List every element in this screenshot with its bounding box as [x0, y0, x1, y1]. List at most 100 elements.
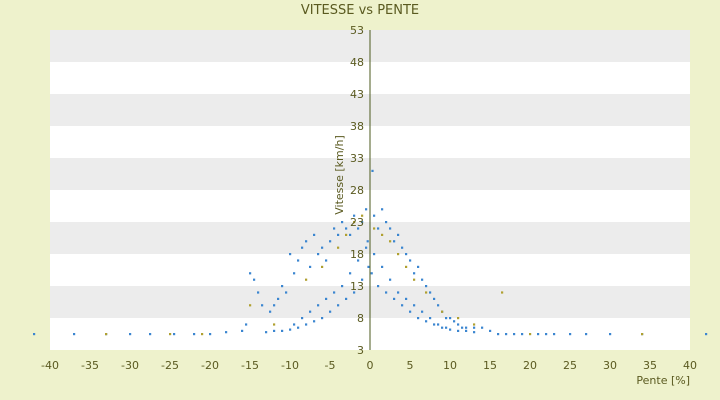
data-point	[361, 221, 364, 224]
data-point	[465, 329, 468, 332]
data-point	[473, 323, 476, 326]
data-point	[417, 317, 420, 320]
data-point	[225, 331, 228, 334]
data-point	[281, 329, 284, 332]
data-point	[349, 272, 352, 275]
data-point	[261, 304, 264, 307]
data-point	[401, 304, 404, 307]
data-point	[309, 265, 312, 268]
x-tick-label: -10	[281, 359, 299, 372]
data-point	[370, 272, 373, 275]
data-point	[457, 317, 460, 320]
data-point	[285, 291, 288, 294]
data-point	[421, 310, 424, 313]
x-tick-label: 15	[483, 359, 497, 372]
data-point	[33, 333, 36, 336]
x-tick-label: 25	[563, 359, 577, 372]
data-point	[173, 333, 176, 336]
data-point	[345, 297, 348, 300]
data-point	[249, 272, 252, 275]
data-point	[321, 317, 324, 320]
data-point	[377, 285, 380, 288]
data-point	[501, 291, 504, 294]
data-point	[569, 333, 572, 336]
data-point	[389, 227, 392, 230]
data-point	[537, 333, 540, 336]
data-point	[357, 259, 360, 262]
data-point	[413, 278, 416, 281]
data-point	[553, 333, 556, 336]
x-tick-label: -35	[81, 359, 99, 372]
x-tick-label: 0	[367, 359, 374, 372]
data-point	[325, 259, 328, 262]
data-point	[265, 331, 268, 334]
data-point	[465, 326, 468, 329]
data-point	[293, 272, 296, 275]
data-point	[457, 323, 460, 326]
data-point	[381, 208, 384, 211]
data-point	[449, 317, 452, 320]
x-tick-label: 30	[603, 359, 617, 372]
data-point	[405, 253, 408, 256]
x-tick-label: -40	[41, 359, 59, 372]
data-point	[329, 310, 332, 313]
data-point	[321, 265, 324, 268]
data-point	[397, 291, 400, 294]
x-tick-label: 5	[407, 359, 414, 372]
data-point	[281, 285, 284, 288]
x-tick-label: -20	[201, 359, 219, 372]
x-tick-labels: -40 -35 -30 -25 -20 -15 -10 -5 0 5 10 15 20 25 30 35 40	[41, 359, 697, 372]
data-point	[425, 291, 428, 294]
data-point	[337, 233, 340, 236]
data-point	[409, 259, 412, 262]
data-point	[301, 317, 304, 320]
data-point	[273, 304, 276, 307]
data-point	[413, 304, 416, 307]
data-point	[481, 326, 484, 329]
data-point	[317, 304, 320, 307]
data-point	[371, 169, 374, 172]
data-point	[429, 291, 432, 294]
data-point	[393, 297, 396, 300]
data-point	[641, 333, 644, 336]
data-point	[341, 221, 344, 224]
data-point	[305, 240, 308, 243]
data-point	[441, 326, 444, 329]
data-point	[361, 214, 364, 217]
data-point	[377, 227, 380, 230]
data-point	[325, 297, 328, 300]
data-point	[437, 323, 440, 326]
y-tick-label: 8	[357, 312, 364, 325]
data-point	[297, 326, 300, 329]
data-point	[129, 333, 132, 336]
data-point	[705, 333, 708, 336]
data-point	[417, 265, 420, 268]
data-point	[489, 329, 492, 332]
data-point	[457, 329, 460, 332]
data-point	[449, 328, 452, 331]
data-point	[441, 310, 444, 313]
data-point	[529, 333, 532, 336]
data-point	[413, 272, 416, 275]
x-tick-label: -15	[241, 359, 259, 372]
data-point	[381, 233, 384, 236]
data-point	[357, 227, 360, 230]
data-point	[313, 320, 316, 323]
data-point	[193, 333, 196, 336]
y-tick-label: 33	[350, 152, 364, 165]
data-point	[353, 221, 356, 224]
data-point	[201, 333, 204, 336]
data-point	[333, 291, 336, 294]
x-tick-label: -5	[325, 359, 336, 372]
data-point	[365, 246, 368, 249]
data-point	[341, 285, 344, 288]
data-point	[381, 265, 384, 268]
chart-title: VITESSE vs PENTE	[300, 3, 420, 18]
x-tick-label: 35	[643, 359, 657, 372]
data-point	[105, 333, 108, 336]
data-point	[333, 227, 336, 230]
x-tick-label: 10	[443, 359, 457, 372]
data-point	[473, 326, 476, 329]
data-point	[461, 326, 464, 329]
data-point	[453, 320, 456, 323]
